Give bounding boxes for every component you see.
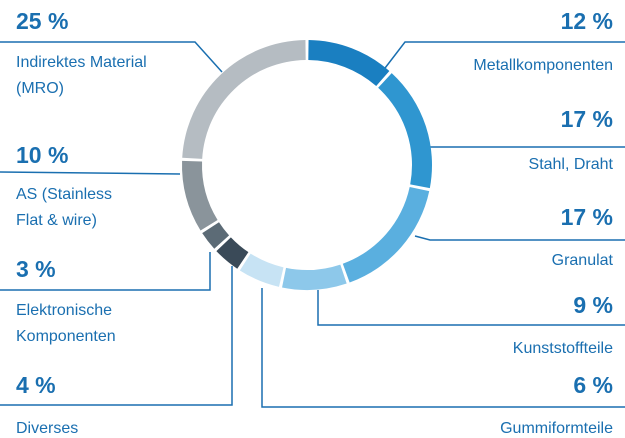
donut-segment [239,253,284,287]
value-label: 17 % [560,106,613,132]
leader-lines [0,41,625,408]
category-label: Metallkomponenten [473,57,613,74]
donut-segment [202,222,230,249]
value-label: 17 % [560,204,613,230]
category-label: Stahl, Draht [528,156,613,173]
donut-segment [282,264,347,291]
category-label: AS (Stainless Flat & wire) [16,186,113,229]
donut-segment [308,40,390,87]
value-label: 4 % [16,372,56,398]
category-label: Kunststoffteile [512,340,613,357]
value-label: 12 % [560,8,613,34]
category-label: Elektronische Komponenten [16,302,116,345]
donut-segment [378,73,433,189]
leader-line [261,288,625,408]
value-label: 9 % [573,292,613,318]
donut-segment [181,160,218,231]
category-label: Indirektes Material (MRO) [16,54,147,97]
leader-line [0,252,211,291]
value-label: 25 % [16,8,69,34]
leader-line [414,235,625,241]
leader-line [317,290,625,326]
category-label: Gummiformteile [500,420,613,437]
value-label: 6 % [573,372,613,398]
donut-segment [182,40,306,159]
value-label: 10 % [16,142,69,168]
donut-segment [342,186,430,283]
value-label: 3 % [16,256,56,282]
leader-line [0,41,223,73]
donut-segment [216,237,249,269]
leader-line [381,41,625,73]
leader-line [0,171,181,175]
leader-line [0,266,233,406]
category-label: Granulat [551,252,613,269]
category-label: Diverses [16,420,79,437]
